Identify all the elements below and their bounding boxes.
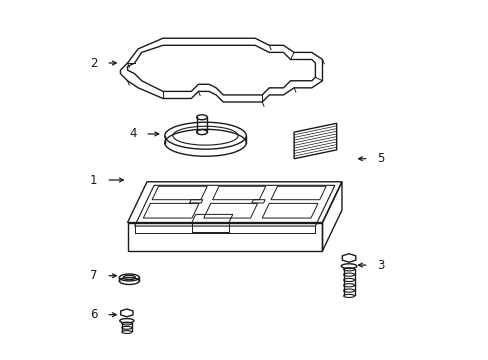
- Text: 6: 6: [90, 308, 97, 321]
- Text: 3: 3: [377, 258, 384, 271]
- Text: 1: 1: [90, 174, 97, 186]
- Text: 2: 2: [90, 57, 97, 69]
- Text: 4: 4: [129, 127, 136, 140]
- Text: 5: 5: [377, 152, 384, 165]
- Text: 7: 7: [90, 269, 97, 282]
